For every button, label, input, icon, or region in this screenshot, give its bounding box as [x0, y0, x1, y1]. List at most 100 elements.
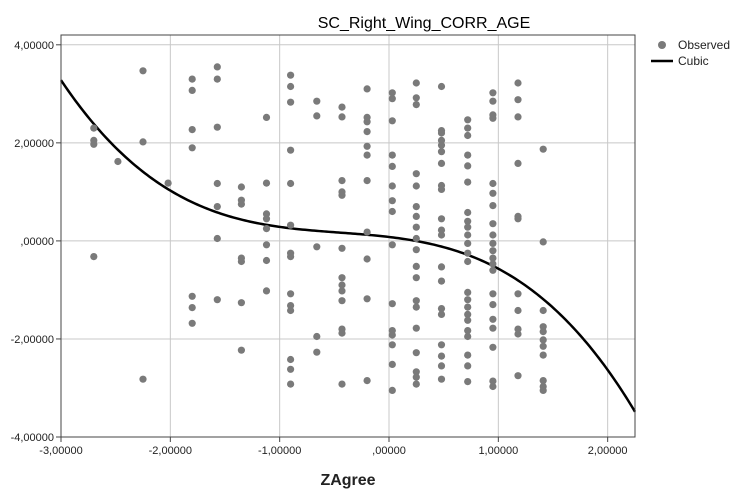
observed-point — [338, 244, 346, 252]
observed-point — [262, 256, 271, 265]
observed-point — [464, 217, 472, 225]
observed-point — [539, 306, 547, 315]
observed-point — [464, 131, 472, 140]
observed-point — [139, 138, 147, 146]
observed-point — [437, 148, 446, 156]
grid — [60, 35, 635, 438]
observed-point — [213, 234, 221, 243]
observed-point — [90, 140, 98, 148]
observed-point — [313, 112, 321, 120]
observed-point — [514, 215, 522, 223]
plot-frame — [60, 34, 636, 438]
observed-point — [489, 382, 497, 391]
observed-point — [363, 118, 371, 126]
observed-point — [287, 355, 295, 364]
observed-point — [437, 159, 446, 167]
observed-point — [338, 297, 346, 305]
observed-point — [388, 300, 396, 308]
observed-point — [412, 79, 420, 87]
observed-point — [514, 79, 522, 87]
observed-point — [437, 231, 446, 239]
observed-point — [412, 303, 420, 311]
observed-point — [388, 331, 396, 339]
observed-point — [437, 375, 446, 383]
observed-point — [188, 75, 196, 83]
observed-point — [489, 343, 497, 351]
observed-point — [464, 249, 472, 257]
y-tick-label: 4,00000 — [14, 40, 54, 52]
observed-point — [489, 239, 497, 247]
x-tick-label: 1,00000 — [478, 445, 518, 457]
observed-point — [489, 202, 497, 210]
observed-point — [539, 351, 547, 359]
observed-point — [464, 151, 472, 159]
observed-point — [262, 225, 271, 233]
observed-point — [539, 342, 547, 350]
observed-point — [363, 151, 371, 159]
observed-point — [363, 142, 371, 150]
observed-point — [437, 129, 446, 137]
observed-point — [237, 346, 245, 354]
observed-point — [464, 303, 472, 311]
observed-points — [90, 63, 547, 394]
observed-point — [412, 101, 420, 109]
observed-point — [464, 208, 472, 217]
observed-point — [363, 377, 371, 385]
observed-point — [464, 351, 472, 359]
observed-point — [464, 378, 472, 386]
observed-point — [464, 288, 472, 296]
observed-point — [139, 67, 147, 75]
observed-point — [464, 231, 472, 239]
observed-point — [412, 380, 420, 388]
cubic-fit-line — [59, 79, 637, 413]
observed-point — [489, 231, 497, 239]
observed-point — [412, 94, 420, 102]
observed-point — [437, 215, 446, 223]
observed-point — [287, 71, 295, 79]
observed-point — [313, 332, 321, 341]
observed-point — [412, 274, 420, 282]
x-axis-label: ZAgree — [320, 472, 375, 489]
observed-point — [139, 375, 147, 383]
observed-point — [539, 377, 547, 385]
observed-point — [412, 324, 420, 332]
observed-point — [489, 220, 497, 228]
observed-point — [363, 295, 371, 303]
observed-point — [363, 177, 371, 185]
observed-point — [514, 372, 522, 380]
observed-point — [237, 257, 245, 266]
observed-point — [464, 296, 472, 304]
observed-point — [539, 145, 547, 153]
observed-point — [464, 310, 472, 318]
observed-point — [412, 373, 420, 381]
observed-point — [363, 128, 371, 136]
x-tick-label: -1,00000 — [258, 445, 301, 457]
observed-point — [514, 330, 522, 338]
observed-point — [437, 362, 446, 370]
observed-point — [539, 336, 547, 344]
observed-point — [188, 319, 196, 327]
observed-point — [437, 277, 446, 285]
observed-point — [437, 305, 446, 313]
observed-point — [489, 189, 497, 197]
observed-point — [388, 89, 396, 97]
observed-point — [287, 98, 295, 106]
observed-point — [489, 254, 497, 262]
observed-point — [437, 352, 446, 360]
observed-point — [287, 179, 295, 188]
observed-point — [338, 274, 346, 282]
observed-point — [514, 96, 522, 104]
observed-point — [412, 212, 420, 220]
observed-point — [388, 117, 396, 125]
observed-point — [464, 316, 472, 324]
observed-point — [262, 113, 271, 121]
observed-point — [338, 287, 346, 295]
observed-point — [464, 116, 472, 124]
observed-point — [188, 126, 196, 134]
observed-point — [489, 377, 497, 385]
observed-point — [388, 360, 396, 368]
x-tick-label: ,00000 — [372, 445, 406, 457]
observed-point — [489, 179, 497, 188]
observed-point — [388, 197, 396, 205]
